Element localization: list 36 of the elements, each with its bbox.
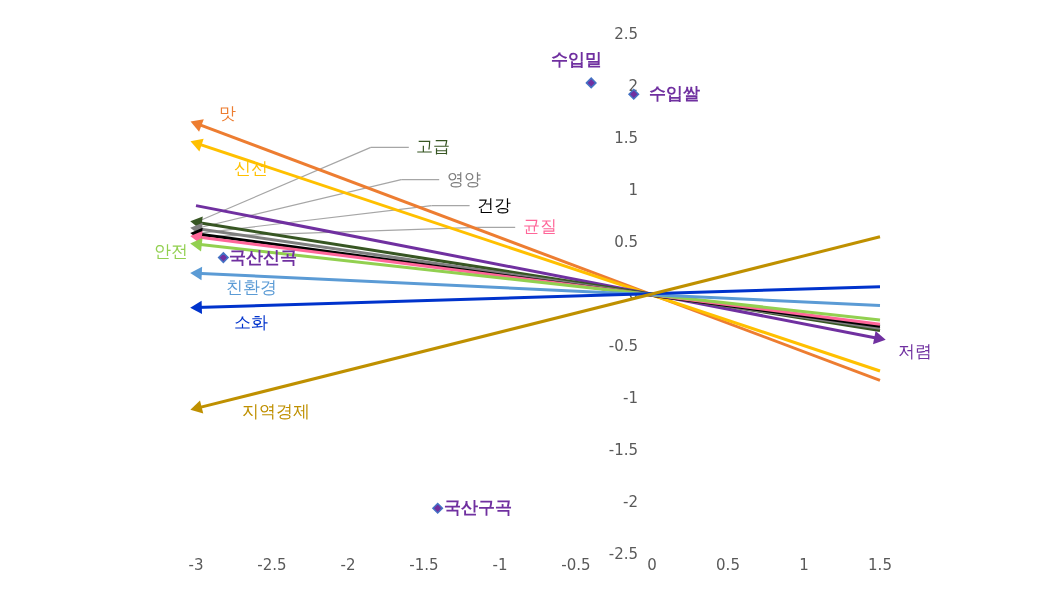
x-tick-label: -2.5	[257, 556, 287, 574]
series-label: 수입쌀	[648, 83, 700, 104]
y-tick-label: -1	[623, 389, 638, 407]
series-label: 국산신곡	[229, 246, 298, 267]
y-tick-label: -2.5	[608, 545, 638, 563]
point	[432, 502, 444, 514]
x-tick-label: 0.5	[716, 556, 740, 574]
series-label: 국산구곡	[443, 497, 512, 518]
point	[217, 252, 229, 264]
y-tick-label: 0.5	[614, 233, 638, 251]
series-label: 소화	[234, 312, 268, 333]
y-tick-label: -0.5	[608, 337, 638, 355]
x-tick-label: -2	[340, 556, 356, 574]
text: 고급	[416, 136, 451, 157]
y-tick-label: 1.5	[614, 129, 638, 147]
x-tick-label: -0.5	[561, 556, 591, 574]
series-label: 맛	[218, 103, 236, 124]
y-tick-label: 1	[628, 181, 638, 199]
x-tick-label: 0	[647, 556, 657, 574]
y-tick-label: -1.5	[608, 441, 638, 459]
y-tick-label: 2.5	[614, 25, 638, 43]
x-tick-label: -3	[188, 556, 204, 574]
text: 균질	[522, 216, 557, 237]
series-label: 저렴	[898, 341, 933, 362]
x-tick-label: -1	[492, 556, 508, 574]
series-label: 안전	[154, 241, 189, 262]
x-tick-label: 1.5	[868, 556, 892, 574]
series-label: 지역경제	[241, 400, 310, 421]
x-tick-label: -1.5	[409, 556, 439, 574]
series-label: 수입밀	[550, 49, 602, 69]
text: 건강	[477, 194, 512, 215]
x-tick-label: 1	[799, 556, 809, 574]
point	[585, 77, 597, 89]
y-tick-label: -2	[623, 493, 638, 511]
series-label: 친환경	[226, 276, 278, 297]
text: 영양	[446, 168, 481, 189]
